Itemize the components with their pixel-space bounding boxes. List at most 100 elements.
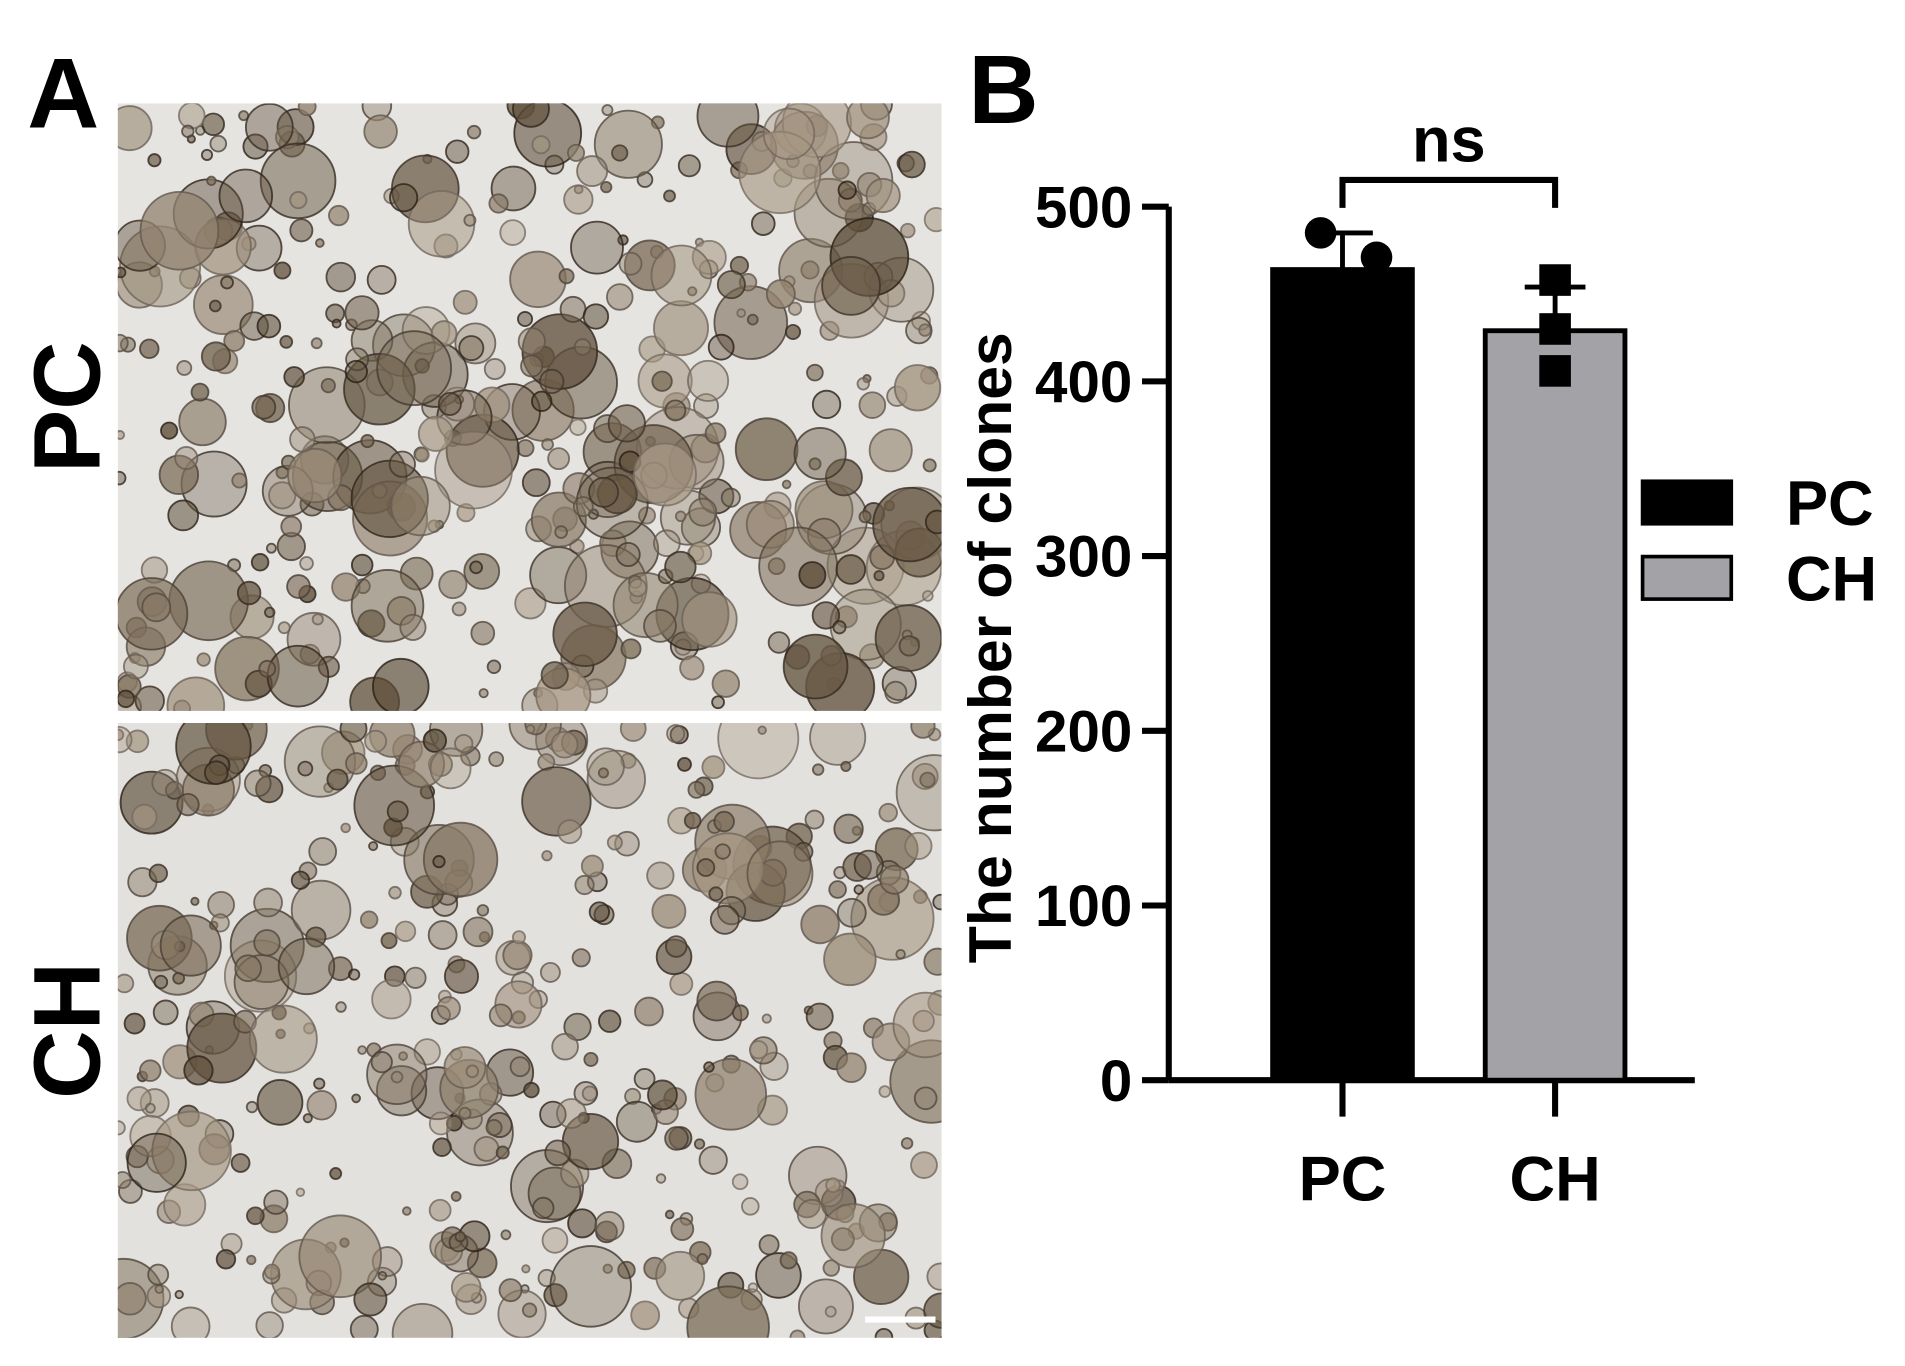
organoid (174, 1289, 184, 1300)
organoid (236, 580, 262, 606)
organoid (552, 601, 618, 667)
organoid (154, 1284, 165, 1294)
organoid (388, 450, 416, 478)
organoid (413, 1038, 441, 1066)
organoid (651, 370, 673, 392)
organoid (152, 999, 179, 1026)
organoid (462, 916, 494, 948)
organoid (804, 809, 825, 830)
organoid (899, 222, 916, 239)
organoid (688, 497, 718, 527)
organoid (123, 1012, 146, 1035)
organoid (117, 689, 135, 709)
organoid (469, 560, 483, 575)
organoid (428, 1111, 453, 1136)
organoid (677, 756, 692, 772)
organoid (708, 886, 724, 902)
organoid (597, 767, 610, 779)
organoid (558, 268, 575, 285)
organoid (617, 1260, 636, 1280)
organoid (520, 354, 544, 378)
organoid (840, 760, 852, 772)
y-axis-title: The number of clones (956, 332, 1024, 963)
organoid (576, 155, 609, 188)
organoid (126, 1132, 187, 1193)
organoid (879, 864, 910, 895)
organoid (287, 447, 343, 504)
organoid (201, 112, 225, 137)
organoid (286, 574, 311, 599)
organoid (923, 207, 942, 233)
y-tick-label: 500 (1035, 175, 1132, 240)
organoid (279, 335, 294, 349)
data-point (1539, 313, 1571, 345)
organoid (181, 124, 195, 139)
organoid (593, 109, 663, 179)
organoid (583, 1051, 599, 1067)
organoid (160, 421, 179, 440)
data-point (1539, 264, 1571, 296)
organoid (345, 347, 370, 372)
organoid (295, 1187, 306, 1197)
organoid (731, 1173, 749, 1191)
organoid (601, 104, 614, 117)
organoid (811, 389, 842, 420)
organoid (570, 220, 624, 275)
organoid (450, 1272, 482, 1303)
organoid (539, 368, 565, 395)
organoid (825, 1177, 841, 1193)
organoid (153, 974, 169, 990)
organoid (809, 723, 867, 766)
organoid (833, 813, 864, 844)
organoid (910, 723, 936, 739)
organoid (696, 1253, 709, 1265)
organoid (437, 391, 462, 416)
organoid (696, 980, 738, 1022)
organoid (651, 893, 687, 929)
organoid (243, 769, 272, 798)
organoid (677, 154, 701, 178)
organoid (516, 439, 535, 458)
organoid (767, 631, 791, 654)
organoid (567, 1208, 598, 1239)
organoid (273, 261, 292, 280)
data-point (1360, 241, 1393, 274)
annotation: ns (1412, 106, 1486, 176)
organoid (687, 780, 706, 799)
organoid (525, 724, 536, 735)
organoid (530, 491, 587, 548)
micrograph-texture (117, 103, 942, 711)
organoid (244, 103, 294, 152)
organoid (509, 250, 567, 309)
organoid (351, 1093, 361, 1104)
organoid (117, 1282, 147, 1316)
organoid (922, 590, 934, 602)
organoid (488, 751, 505, 768)
organoid (297, 103, 317, 117)
organoid (806, 363, 824, 382)
organoid (663, 189, 676, 203)
organoid (166, 676, 226, 711)
organoid (258, 659, 277, 678)
organoid (758, 526, 839, 607)
organoid (910, 1151, 938, 1179)
organoid (620, 638, 642, 660)
organoid (502, 940, 533, 971)
organoid (618, 251, 643, 276)
organoid (394, 920, 417, 943)
organoid (630, 1300, 661, 1331)
organoid (696, 858, 716, 877)
organoid (664, 550, 697, 584)
organoid (466, 124, 482, 140)
organoid (900, 1137, 914, 1150)
organoid (898, 150, 926, 179)
organoid (177, 103, 206, 130)
organoid (905, 316, 933, 345)
organoid (643, 609, 677, 643)
organoid (302, 1113, 313, 1124)
organoid (485, 1119, 503, 1137)
organoid (363, 114, 398, 149)
organoid (824, 458, 863, 497)
organoid (328, 204, 350, 227)
organoid (574, 874, 595, 896)
